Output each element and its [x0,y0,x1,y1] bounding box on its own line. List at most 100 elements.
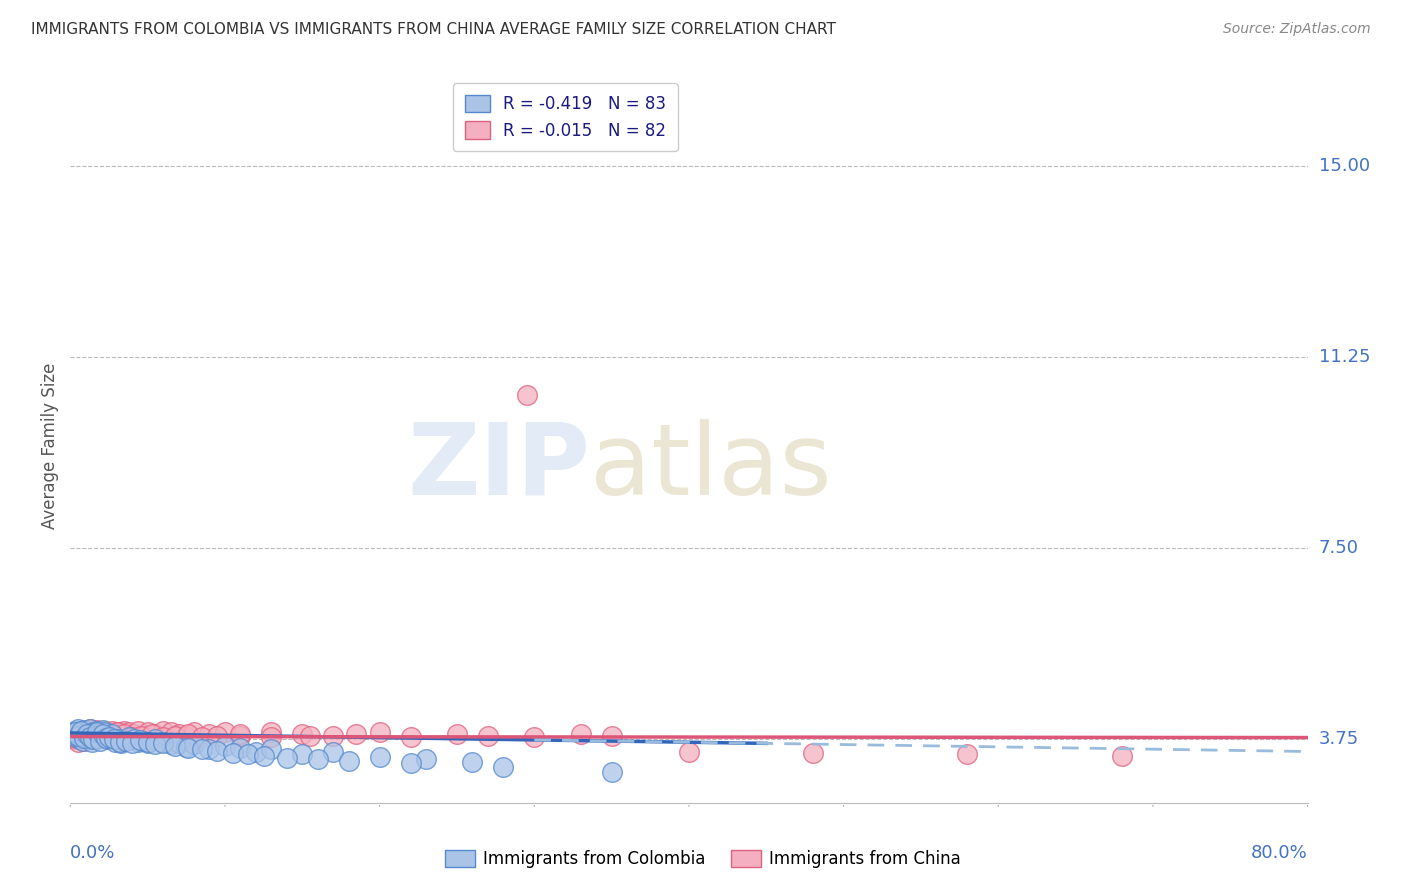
Point [75,727,97,741]
Point [72,724,94,739]
Point [90,731,112,745]
Point [600,765,623,780]
Point [65,731,87,745]
Point [346,727,368,741]
Point [399,730,422,744]
Point [104,729,127,743]
Point [191,730,214,744]
Point [100,730,122,744]
Legend: Immigrants from Colombia, Immigrants from China: Immigrants from Colombia, Immigrants fro… [439,843,967,875]
Point [177,740,200,755]
Point [600,729,623,743]
Point [183,725,205,739]
Point [91,727,114,741]
Point [69,729,91,743]
Point [174,729,197,743]
Point [98,727,120,741]
Point [65,730,87,744]
Point [93,724,115,739]
Point [1111,748,1133,763]
Point [86,724,108,739]
Point [63,724,86,739]
Point [94,731,117,745]
Point [65,729,87,743]
Point [67,734,90,748]
Point [136,736,159,750]
Point [114,733,135,747]
Point [115,733,138,747]
Point [322,745,344,759]
Point [516,388,538,402]
Point [96,725,118,739]
Point [75,725,97,739]
Point [79,730,101,744]
Text: atlas: atlas [591,419,831,516]
Point [207,729,229,743]
Text: 0.0%: 0.0% [70,845,115,863]
Point [107,732,129,747]
Point [136,725,159,739]
Point [70,724,93,739]
Point [368,725,391,739]
Point [127,724,149,739]
Point [299,729,322,743]
Point [160,725,183,739]
Point [62,730,84,744]
Point [131,729,153,743]
Y-axis label: Average Family Size: Average Family Size [41,363,59,529]
Point [77,729,100,743]
Point [477,729,499,743]
Legend: R = -0.419   N = 83, R = -0.015   N = 82: R = -0.419 N = 83, R = -0.015 N = 82 [453,83,678,152]
Point [107,725,129,739]
Point [136,734,159,748]
Point [368,750,391,764]
Point [183,737,205,751]
Point [84,731,107,746]
Point [114,727,135,741]
Point [121,730,143,744]
Point [76,727,98,741]
Point [118,725,141,739]
Point [87,731,110,745]
Point [72,730,94,744]
Point [132,729,155,743]
Text: 80.0%: 80.0% [1251,845,1308,863]
Point [260,725,283,739]
Point [72,733,94,747]
Point [91,723,114,738]
Text: Source: ZipAtlas.com: Source: ZipAtlas.com [1223,22,1371,37]
Point [89,733,111,747]
Point [114,724,135,739]
Point [229,727,252,741]
Point [276,751,298,765]
Point [207,744,229,758]
Point [87,730,110,744]
Point [104,734,127,748]
Point [307,752,329,766]
Point [110,727,132,741]
Point [291,727,314,741]
Point [79,722,101,736]
Point [167,736,190,750]
Point [63,732,86,747]
Point [129,732,152,747]
Point [245,745,267,759]
Point [69,732,91,747]
Point [67,729,90,743]
Point [103,732,125,747]
Point [77,729,100,743]
Point [73,733,96,747]
Point [132,733,155,747]
Point [121,736,143,750]
Point [152,736,174,750]
Point [678,745,700,759]
Point [76,727,98,741]
Text: ZIP: ZIP [408,419,591,516]
Point [91,725,114,739]
Point [63,725,86,739]
Point [93,725,115,739]
Point [122,727,145,741]
Point [145,727,166,741]
Point [90,729,112,743]
Point [337,754,360,768]
